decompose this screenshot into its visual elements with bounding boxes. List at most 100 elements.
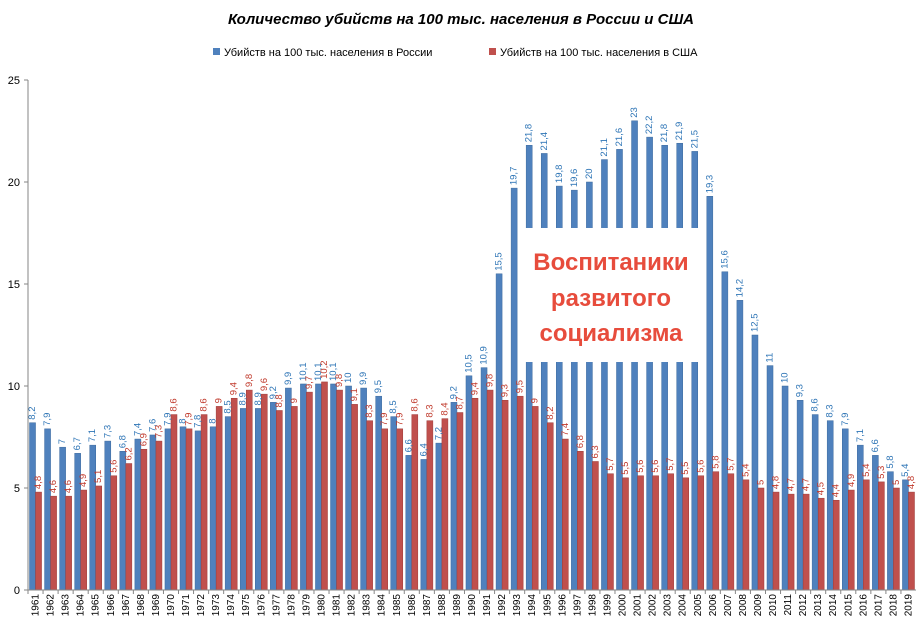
data-label-russia-1999: 21,1 (599, 138, 610, 157)
bar-russia-1961 (29, 422, 36, 591)
bar-usa-1961 (35, 491, 42, 591)
bar-usa-2017 (878, 481, 885, 591)
data-label-russia-1980: 10,1 (313, 362, 324, 381)
bar-russia-1965 (89, 444, 96, 591)
bar-russia-1994 (525, 145, 533, 591)
x-tick-label: 1993 (512, 594, 523, 617)
data-label-russia-2014: 8,3 (825, 404, 836, 417)
data-label-usa-2017: 5,3 (876, 466, 887, 479)
data-label-russia-2019: 5,4 (900, 464, 911, 477)
data-label-usa-2005: 5,6 (695, 460, 706, 473)
data-label-usa-1967: 6,2 (123, 447, 134, 460)
bar-usa-1965 (95, 485, 103, 591)
data-label-russia-1963: 7 (57, 439, 68, 444)
bar-usa-1999 (607, 473, 614, 591)
data-label-usa-1986: 8,6 (409, 398, 420, 411)
legend-swatch-usa (489, 48, 496, 55)
data-label-usa-2015: 4,9 (846, 474, 857, 487)
bar-usa-2006 (712, 471, 720, 591)
bar-russia-1968 (134, 438, 142, 591)
bar-russia-1977 (270, 402, 277, 591)
data-label-russia-1994: 21,8 (524, 124, 535, 143)
bar-usa-1998 (592, 461, 599, 591)
bar-russia-1973 (209, 426, 217, 591)
x-tick-label: 1975 (241, 594, 252, 617)
y-axis: 0 5 10 15 20 25 (8, 75, 29, 597)
bar-usa-1996 (562, 438, 569, 591)
data-label-usa-2006: 5,8 (710, 455, 721, 468)
bar-usa-2010 (772, 491, 780, 591)
bar-usa-1990 (471, 397, 479, 591)
bar-russia-2000 (616, 149, 623, 591)
bar-usa-1982 (351, 404, 358, 591)
data-label-russia-1973: 8 (208, 419, 219, 424)
data-label-russia-1984: 9,5 (373, 380, 384, 393)
bar-russia-2013 (811, 414, 819, 591)
bar-russia-2019 (902, 479, 909, 591)
bar-usa-1981 (336, 389, 343, 591)
x-tick-label: 1981 (332, 594, 343, 617)
bar-usa-2000 (622, 477, 629, 591)
x-tick-label: 2009 (753, 594, 764, 617)
x-tick-label: 2001 (633, 594, 644, 617)
bar-russia-2005 (691, 151, 699, 591)
data-label-usa-1961: 4,8 (33, 476, 44, 489)
x-tick-label: 1968 (136, 594, 147, 617)
annotation-line-1: Воспитаники (533, 249, 688, 276)
data-label-usa-1977: 8,8 (274, 394, 285, 407)
data-label-russia-1987: 6,4 (418, 443, 429, 456)
x-tick-label: 1998 (587, 594, 598, 617)
data-label-russia-1996: 19,8 (554, 165, 565, 184)
x-tick-label: 1976 (256, 594, 267, 617)
data-label-usa-1993: 9,5 (515, 380, 526, 393)
x-tick-label: 2014 (828, 594, 839, 617)
x-tick-label: 2012 (798, 594, 809, 617)
x-tick-label: 1978 (286, 594, 297, 617)
bar-usa-2019 (908, 491, 915, 591)
x-tick-label: 2019 (903, 594, 914, 617)
x-tick-label: 1989 (452, 594, 463, 617)
bar-usa-1966 (110, 475, 118, 591)
data-label-usa-2004: 5,5 (680, 462, 691, 475)
bar-russia-1974 (224, 416, 232, 591)
bar-usa-1997 (577, 451, 584, 591)
bar-russia-2007 (721, 271, 729, 591)
bar-russia-1971 (179, 426, 187, 591)
data-label-russia-2013: 8,6 (810, 398, 821, 411)
bar-russia-1989 (450, 402, 458, 591)
data-label-russia-1969: 7,6 (147, 419, 158, 432)
x-tick-label: 1991 (482, 594, 493, 617)
bar-russia-2008 (736, 300, 744, 591)
data-label-russia-2009: 12,5 (749, 314, 760, 333)
bar-usa-2004 (682, 477, 689, 591)
data-label-usa-2000: 5,5 (620, 462, 631, 475)
bar-russia-1982 (345, 385, 352, 591)
bar-russia-1999 (601, 159, 608, 591)
bar-usa-2002 (652, 475, 659, 591)
x-tick-label: 1977 (271, 594, 282, 617)
legend-label-usa: Убийств на 100 тыс. населения в США (500, 47, 698, 59)
data-label-russia-1964: 6,7 (72, 437, 83, 450)
x-tick-label: 2016 (858, 594, 869, 617)
data-label-usa-1982: 9,1 (349, 388, 360, 401)
bar-usa-1983 (366, 420, 373, 591)
data-label-russia-1991: 10,9 (479, 346, 490, 365)
data-label-russia-1965: 7,1 (87, 429, 98, 442)
data-label-russia-1998: 20 (584, 168, 595, 179)
bar-russia-1981 (330, 383, 337, 591)
bar-russia-1985 (390, 416, 398, 591)
bar-usa-2007 (727, 473, 735, 591)
data-label-russia-1968: 7,4 (132, 423, 143, 436)
data-label-russia-2016: 7,1 (855, 429, 866, 442)
bar-usa-1969 (155, 440, 163, 591)
bar-usa-1964 (80, 489, 87, 591)
bar-usa-1993 (516, 395, 524, 591)
data-label-russia-1992: 15,5 (494, 252, 505, 270)
x-tick-label: 2018 (888, 594, 899, 617)
data-label-usa-1984: 7,9 (379, 413, 390, 426)
bar-russia-2004 (676, 142, 683, 591)
x-tick-label: 1963 (61, 594, 72, 617)
data-label-russia-1961: 8,2 (27, 407, 38, 420)
data-label-usa-1992: 9,3 (500, 384, 511, 397)
bar-russia-1992 (495, 273, 503, 591)
